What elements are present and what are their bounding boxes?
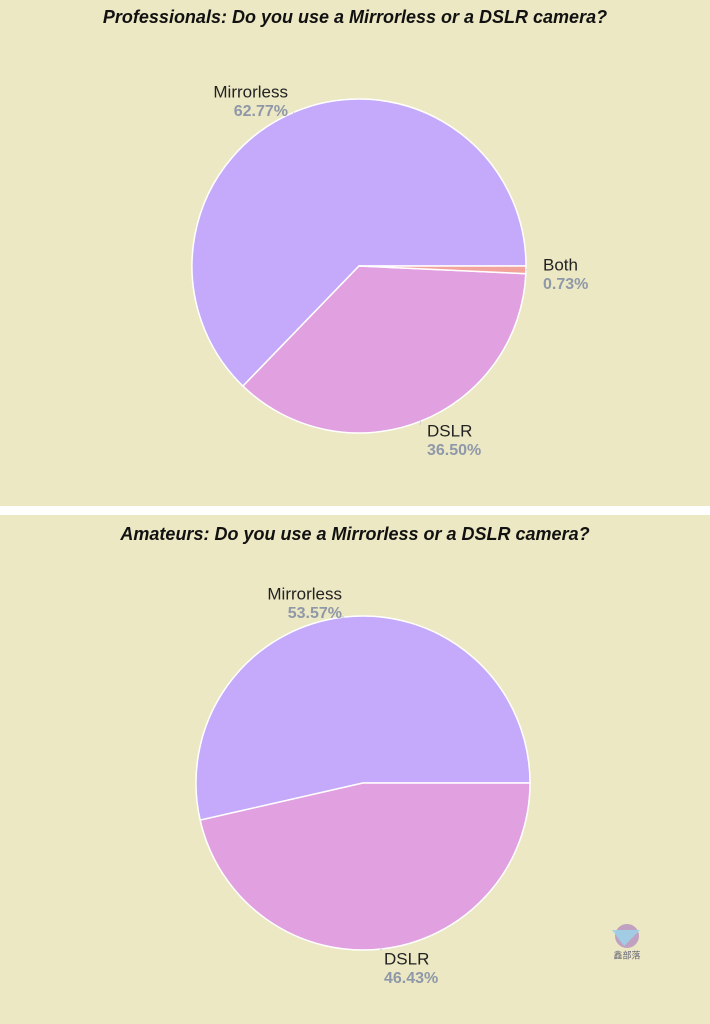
slice-value: 46.43% — [384, 970, 438, 987]
slice-value: 53.57% — [288, 605, 342, 622]
watermark-logo: 鑫部落 — [612, 924, 641, 960]
slice-label: DSLR — [384, 949, 429, 968]
leader-line — [379, 948, 382, 951]
slice-label: Mirrorless — [267, 584, 342, 603]
chart-title: Amateurs: Do you use a Mirrorless or a D… — [119, 524, 589, 544]
leader-line — [292, 112, 295, 116]
slice-value: 62.77% — [234, 103, 288, 120]
slice-value: 0.73% — [543, 276, 588, 293]
pie-slice — [195, 615, 531, 822]
slice-value: 36.50% — [427, 442, 481, 459]
chart-title: Professionals: Do you use a Mirrorless o… — [103, 7, 607, 27]
pie-slice — [241, 265, 527, 434]
slice-label: Mirrorless — [213, 82, 288, 101]
pie-slice — [199, 782, 531, 951]
watermark: 鑫部落 — [613, 949, 640, 960]
leader-line — [419, 421, 422, 426]
pie-slice — [358, 265, 527, 275]
slice-label: Both — [543, 255, 578, 274]
slice-label: DSLR — [427, 421, 472, 440]
